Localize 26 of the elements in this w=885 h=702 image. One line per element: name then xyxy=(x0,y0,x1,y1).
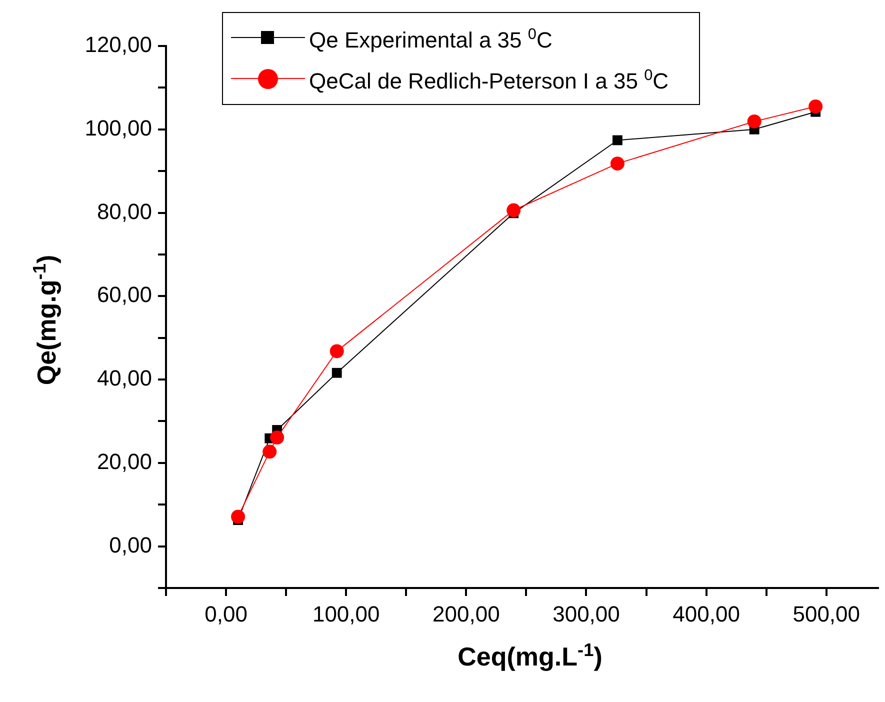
point xyxy=(231,510,246,524)
y-tick-label: 60,00 xyxy=(96,282,152,308)
point xyxy=(610,156,624,171)
x-axis-title: Ceq(mg.L$^{-1}$) xyxy=(456,640,604,673)
x-tick-label: 500,00 xyxy=(792,601,860,626)
point xyxy=(808,99,823,114)
point xyxy=(262,444,277,459)
x-tick-label: 0,00 xyxy=(204,601,248,626)
point xyxy=(747,114,762,128)
x-tick-label: 100,00 xyxy=(312,601,380,626)
y-tick-label: 100,00 xyxy=(84,115,152,140)
x-tick-label: 200,00 xyxy=(432,601,500,626)
point xyxy=(270,430,284,444)
x-tick-label: 300,00 xyxy=(552,601,620,626)
point xyxy=(332,368,342,378)
y-tick-label: 40,00 xyxy=(96,366,152,391)
point xyxy=(330,344,344,358)
y-tick-label: 20,00 xyxy=(96,448,152,474)
y-tick-label: 120,00 xyxy=(84,32,152,58)
legend-label: QeCal de Redlich-Peterson I a 35 $^{0}$C xyxy=(309,66,669,96)
y-tick-label: 0,00 xyxy=(109,532,152,558)
x-tick-label: 400,00 xyxy=(672,601,740,626)
y-tick-label: 80,00 xyxy=(96,198,152,224)
point xyxy=(506,203,521,218)
point xyxy=(612,135,622,146)
legend-label: Qe Experimental a 35 $^{0}$C xyxy=(309,25,552,54)
